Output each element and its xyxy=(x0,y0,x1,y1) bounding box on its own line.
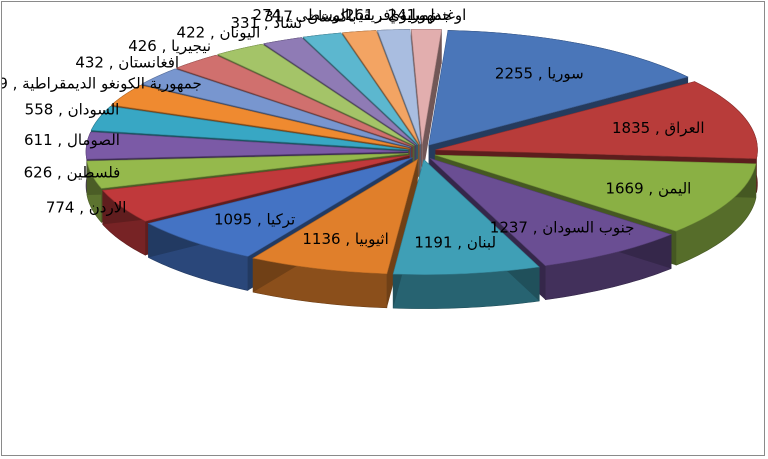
slice-15-top xyxy=(263,37,417,146)
slice-10-top xyxy=(90,106,409,151)
slice-7-top xyxy=(102,155,410,222)
slice-label: فلسطين , 626 xyxy=(24,163,121,181)
slice-label: الاردن , 774 xyxy=(46,198,127,216)
slice-1-top xyxy=(435,81,758,159)
slice-18-top xyxy=(377,29,422,145)
slice-9-top xyxy=(85,131,409,160)
slice-label: باكستان , 317 xyxy=(264,8,356,26)
slice-0-top xyxy=(428,30,689,146)
slice-6-top xyxy=(147,157,413,257)
slice-label: تركيا , 1095 xyxy=(214,210,295,228)
slice-4-top xyxy=(392,159,540,275)
slice-19-wall xyxy=(422,29,442,179)
slice-8-top xyxy=(86,153,409,189)
slice-17-top xyxy=(341,30,420,145)
slice-3-top xyxy=(429,158,673,267)
slice-14-top xyxy=(217,43,415,146)
slice-label: افغانستان , 432 xyxy=(75,54,179,72)
slice-label: سوريا , 2255 xyxy=(495,64,584,82)
slice-label: جمهورية افريقيا الوسطى , 274 xyxy=(253,6,452,24)
slice-label: نيجيريا , 426 xyxy=(128,37,211,55)
slice-label: السودان , 558 xyxy=(25,100,120,118)
slice-label: جنوب السودان , 1237 xyxy=(490,218,635,236)
slice-label: اليمن , 1669 xyxy=(605,179,691,197)
slice-label: جمهورية الكونغو الديمقراطية , 499 xyxy=(2,74,202,92)
slice-19-top xyxy=(411,29,442,145)
slice-label: اثيوبيا , 1136 xyxy=(302,230,388,248)
slice-label: العراق , 1835 xyxy=(612,119,705,137)
slice-label: اليونان , 422 xyxy=(177,23,261,41)
slice-5-top xyxy=(252,158,419,275)
slice-label: لبنان , 1191 xyxy=(414,234,496,252)
slice-label: اوغندا , 241 xyxy=(388,6,467,24)
slice-label: تشاد , 331 xyxy=(230,14,302,32)
slice-11-top xyxy=(110,84,410,149)
slice-16-top xyxy=(302,32,419,145)
slice-12-top xyxy=(141,68,412,148)
slice-label: زمبابوي , 261 xyxy=(345,6,436,25)
slice-13-top xyxy=(175,54,413,147)
slice-label: الصومال , 611 xyxy=(24,131,120,149)
slice-2-top xyxy=(434,154,757,232)
